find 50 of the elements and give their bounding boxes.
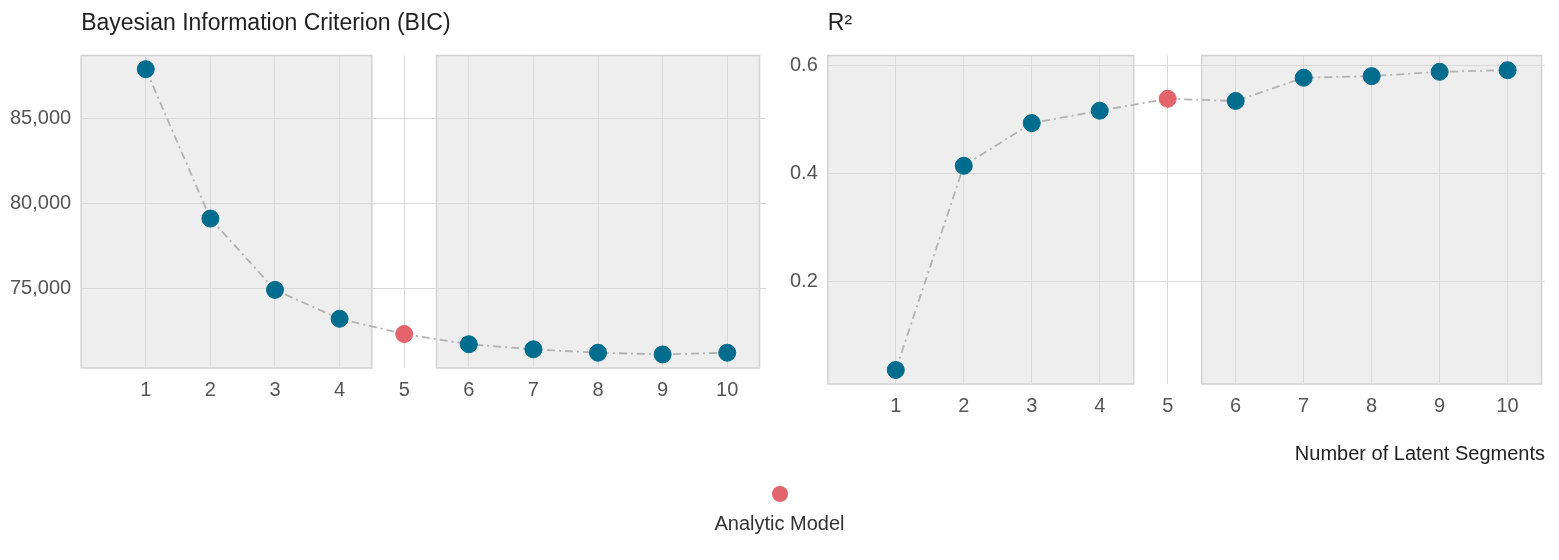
point [1090,101,1109,120]
point [653,345,672,364]
point [201,209,220,228]
point [886,360,905,379]
point [395,325,414,344]
x-tick-label: 10 [1496,393,1519,416]
point [1430,62,1449,81]
x-tick-label: 9 [1434,393,1446,416]
x-tick-label: 3 [269,377,281,400]
x-tick-label: 5 [398,377,410,400]
chart-title: R² [827,9,853,36]
legend-label: Analytic Model [714,512,845,535]
y-tick-label: 85,000 [10,105,72,128]
x-tick-label: 5 [1162,393,1174,416]
x-tick-label: 4 [1094,393,1106,416]
y-tick-label: 0.2 [789,268,818,291]
x-tick-label: 2 [958,393,970,416]
x-tick-label: 9 [657,377,669,400]
x-tick-label: 1 [140,377,152,400]
point [1022,114,1041,133]
x-tick-label: 8 [1366,393,1378,416]
point [136,60,155,79]
y-tick-label: 75,000 [10,275,72,298]
point [589,343,608,362]
point [459,335,478,354]
point [1294,68,1313,87]
point [1362,67,1381,86]
x-tick-label: 6 [1230,393,1242,416]
y-tick-label: 80,000 [10,190,72,213]
x-tick-label: 2 [204,377,216,400]
point [718,343,737,362]
x-tick-label: 3 [1026,393,1038,416]
point [265,280,284,299]
x-tick-label: 1 [890,393,902,416]
x-axis-title: Number of Latent Segments [1294,441,1545,464]
point [1498,61,1517,80]
x-tick-label: 10 [716,377,739,400]
point [954,156,973,175]
chart-title: Bayesian Information Criterion (BIC) [81,9,451,36]
x-tick-label: 7 [1298,393,1310,416]
x-tick-label: 7 [527,377,539,400]
x-tick-label: 6 [463,377,475,400]
point [330,309,349,328]
point [1226,91,1245,110]
point [1158,89,1177,108]
x-tick-label: 8 [592,377,604,400]
y-tick-label: 0.4 [789,160,818,183]
y-tick-label: 0.6 [789,52,818,75]
x-tick-label: 4 [334,377,346,400]
point [524,340,543,359]
